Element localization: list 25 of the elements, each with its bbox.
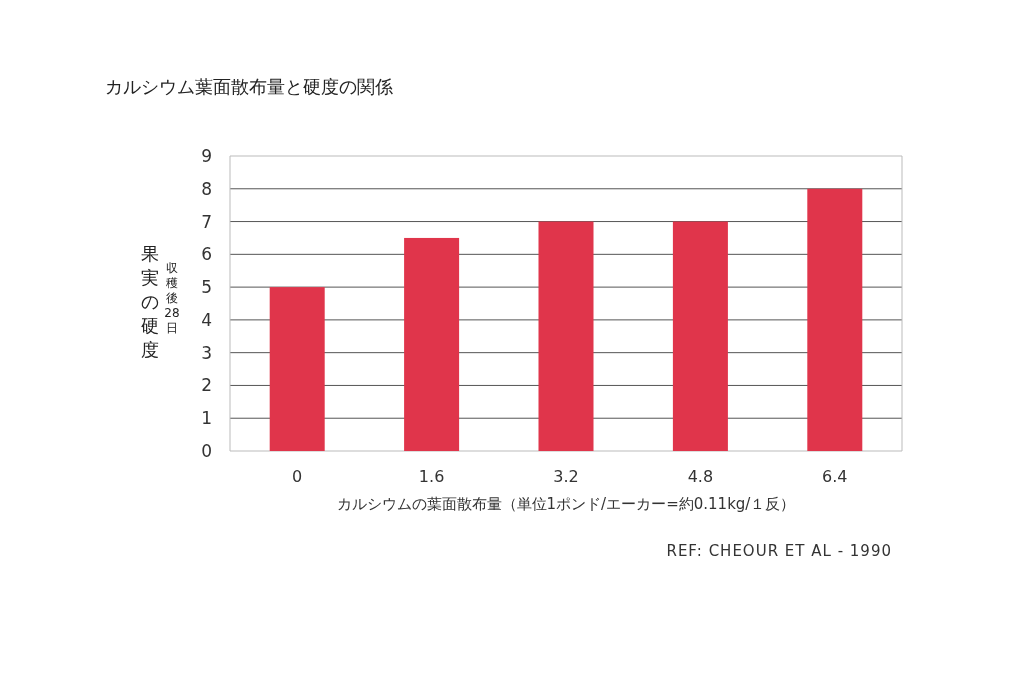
- x-tick-label: 3.2: [553, 467, 579, 486]
- x-tick-label: 4.8: [687, 467, 714, 486]
- y-tick-label: 3: [201, 342, 212, 363]
- x-axis-title: カルシウムの葉面散布量（単位1ポンド/エーカー=約0.11kg/１反）: [336, 495, 796, 513]
- bar: [269, 287, 325, 451]
- y-tick-label: 8: [201, 178, 212, 199]
- y-axis-title: 果実の硬度: [141, 243, 159, 360]
- x-tick-label: 6.4: [822, 467, 848, 486]
- x-tick-label: 1.6: [418, 467, 445, 486]
- y-tick-label: 0: [201, 441, 212, 461]
- y-tick-label: 9: [201, 146, 212, 166]
- text: REF: CHEOUR ET AL - 1990: [666, 542, 892, 560]
- bar: [807, 188, 863, 451]
- y-tick-label: 2: [201, 375, 212, 396]
- bar: [672, 221, 728, 451]
- x-tick-label: 0: [292, 467, 303, 486]
- bar: [538, 221, 594, 451]
- y-tick-label: 1: [201, 408, 212, 429]
- y-tick-label: 6: [201, 244, 212, 265]
- text: 収穫後28日: [164, 261, 180, 335]
- y-tick-label: 7: [201, 211, 212, 232]
- y-tick-label: 5: [201, 277, 212, 298]
- bar: [404, 237, 460, 451]
- y-tick-label: 4: [201, 309, 212, 330]
- chart-title: カルシウム葉面散布量と硬度の関係: [105, 76, 393, 97]
